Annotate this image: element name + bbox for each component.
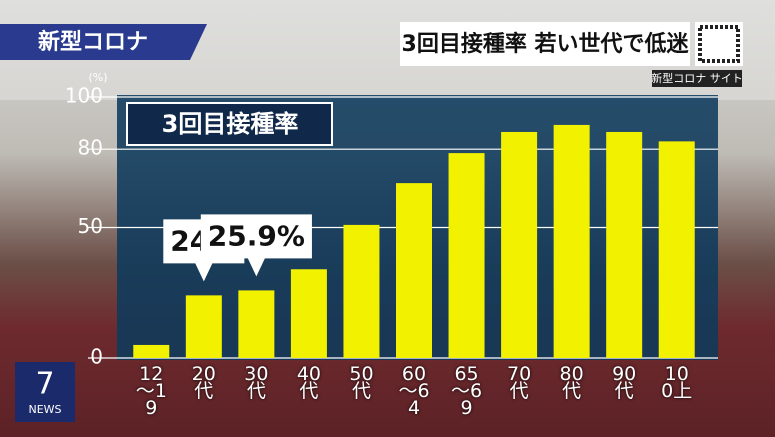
bar — [133, 344, 170, 358]
y-unit: (%) — [88, 71, 107, 84]
y-tick-label: 0 — [90, 345, 103, 369]
x-tick-label: 12〜19 — [135, 363, 167, 419]
callout-pointer — [247, 257, 266, 277]
bar — [185, 295, 222, 358]
banner: 新型コロナ — [38, 29, 148, 55]
site-label: 新型コロナ サイト — [651, 71, 743, 85]
bar — [238, 290, 275, 358]
x-tick-label: 65〜69 — [450, 363, 483, 419]
x-tick-label: 20代 — [191, 363, 216, 402]
headline: 3回目接種率 若い世代で低迷 — [402, 31, 690, 57]
value-label: 25.9% — [208, 219, 305, 252]
x-tick-label: 80代 — [559, 363, 584, 402]
callout-pointer — [194, 262, 213, 282]
y-tick-label: 80 — [78, 136, 103, 160]
qr-code — [695, 22, 743, 66]
bar — [553, 124, 590, 358]
banner-bg — [0, 24, 207, 60]
y-tick-label: 50 — [78, 214, 103, 238]
x-tick-label: 70代 — [506, 363, 532, 402]
title-box — [126, 102, 333, 146]
x-tick-label: 90代 — [612, 363, 637, 402]
y-tick-label: 100 — [65, 84, 103, 108]
bar — [501, 131, 538, 358]
bar — [290, 269, 327, 358]
bar — [396, 183, 432, 358]
x-tick-label: 100上 — [661, 363, 693, 402]
chart-title: 3回目接種率 — [162, 110, 299, 138]
x-tick-label: 60〜64 — [398, 363, 430, 419]
logo-bg — [15, 362, 75, 422]
x-tick-label: 40代 — [296, 363, 321, 402]
site-bg — [652, 70, 742, 87]
bar — [658, 141, 695, 358]
bar — [343, 224, 380, 358]
callout-box — [200, 214, 312, 259]
bar — [606, 131, 643, 358]
headline-bg — [400, 22, 690, 66]
logo-number: 7 — [35, 367, 54, 402]
bar — [448, 153, 485, 358]
qr-pattern — [698, 25, 740, 63]
logo-text: NEWS — [28, 403, 61, 416]
x-tick-label: 30代 — [244, 363, 269, 402]
x-tick-label: 50代 — [349, 363, 374, 402]
